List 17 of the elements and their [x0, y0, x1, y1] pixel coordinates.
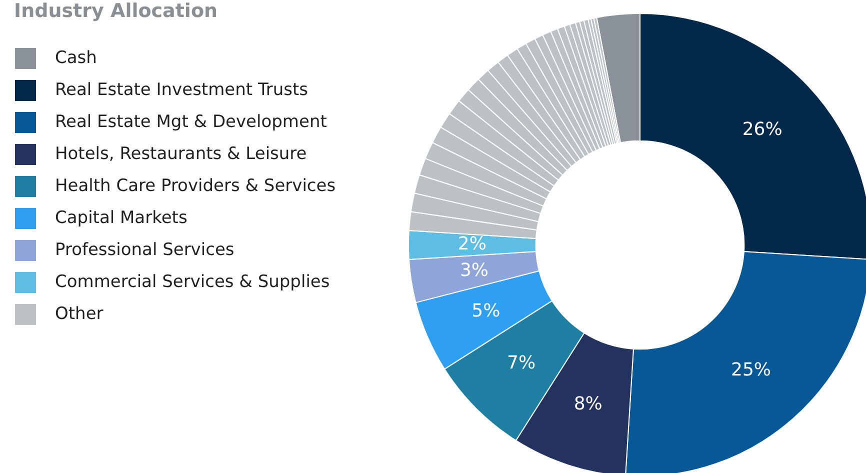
legend-label: Other [55, 304, 104, 324]
data-label: 7% [507, 352, 536, 374]
data-label: 3% [460, 260, 489, 281]
legend-label: Real Estate Mgt & Development [55, 112, 327, 132]
legend-label: Real Estate Investment Trusts [55, 80, 308, 100]
legend-label: Commercial Services & Supplies [55, 272, 330, 292]
legend-label: Hotels, Restaurants & Leisure [55, 144, 307, 164]
data-label: 8% [574, 393, 602, 414]
data-label: 26% [742, 118, 782, 140]
data-label: 5% [472, 300, 500, 322]
legend-label: Cash [55, 48, 97, 68]
legend-label: Professional Services [55, 240, 234, 260]
data-label: 2% [458, 234, 486, 255]
legend-label: Capital Markets [55, 208, 188, 228]
chart-title: Industry Allocation [14, 0, 218, 22]
data-label: 25% [730, 360, 771, 381]
legend-label: Health Care Providers & Services [55, 176, 336, 196]
